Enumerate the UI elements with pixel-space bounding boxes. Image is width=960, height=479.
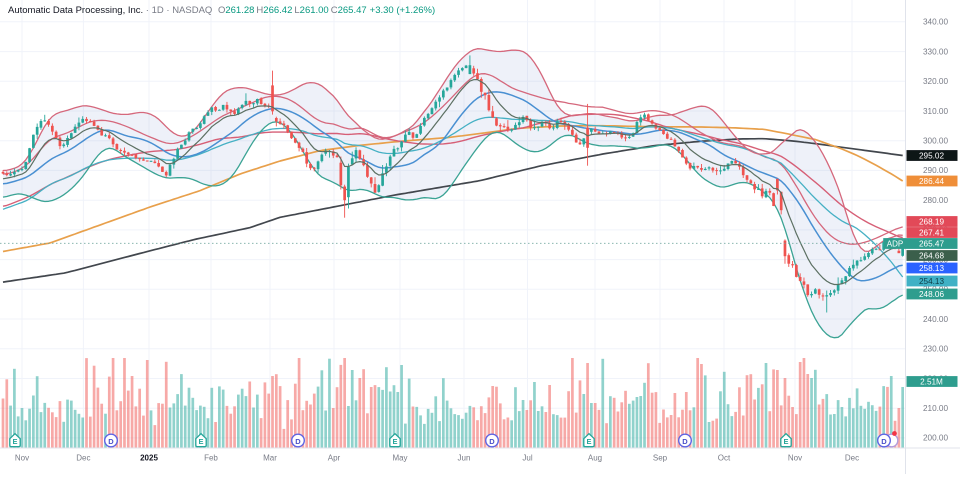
svg-text:ADP: ADP	[887, 239, 903, 248]
svg-text:D: D	[682, 437, 688, 446]
svg-text:Feb: Feb	[204, 454, 218, 463]
svg-text:Aug: Aug	[588, 454, 602, 463]
svg-text:2025: 2025	[140, 454, 158, 463]
svg-text:265.47: 265.47	[919, 239, 944, 248]
svg-text:290.00: 290.00	[923, 166, 948, 175]
svg-text:Nov: Nov	[15, 454, 29, 463]
svg-text:200.00: 200.00	[923, 434, 948, 443]
svg-text:E: E	[783, 437, 788, 446]
svg-text:248.06: 248.06	[919, 290, 944, 299]
svg-text:D: D	[489, 437, 495, 446]
svg-text:Nov: Nov	[788, 454, 802, 463]
svg-text:320.00: 320.00	[923, 77, 948, 86]
svg-text:Mar: Mar	[263, 454, 277, 463]
svg-text:264.68: 264.68	[919, 251, 944, 260]
svg-text:Apr: Apr	[328, 454, 341, 463]
svg-text:2.51M: 2.51M	[920, 377, 943, 386]
svg-text:D: D	[108, 437, 114, 446]
svg-text:Oct: Oct	[718, 454, 731, 463]
svg-text:310.00: 310.00	[923, 107, 948, 116]
svg-text:280.00: 280.00	[923, 196, 948, 205]
svg-text:D: D	[881, 437, 887, 446]
svg-text:230.00: 230.00	[923, 345, 948, 354]
svg-text:286.44: 286.44	[919, 177, 944, 186]
svg-text:295.02: 295.02	[919, 151, 944, 160]
svg-text:May: May	[392, 454, 407, 463]
svg-text:210.00: 210.00	[923, 404, 948, 413]
svg-text:Automatic Data Processing, Inc: Automatic Data Processing, Inc. · 1D · N…	[8, 5, 435, 16]
svg-text:267.41: 267.41	[919, 228, 944, 237]
svg-text:Jul: Jul	[522, 454, 532, 463]
svg-text:330.00: 330.00	[923, 47, 948, 56]
svg-text:D: D	[295, 437, 301, 446]
svg-text:Dec: Dec	[845, 454, 859, 463]
svg-text:Sep: Sep	[653, 454, 668, 463]
svg-text:E: E	[12, 437, 17, 446]
svg-text:258.13: 258.13	[919, 264, 944, 273]
svg-text:E: E	[392, 437, 397, 446]
svg-text:340.00: 340.00	[923, 18, 948, 27]
svg-text:Dec: Dec	[76, 454, 90, 463]
svg-text:268.19: 268.19	[919, 217, 944, 226]
svg-text:E: E	[198, 437, 203, 446]
svg-text:Jun: Jun	[458, 454, 471, 463]
svg-text:300.00: 300.00	[923, 137, 948, 146]
svg-text:E: E	[586, 437, 591, 446]
svg-text:240.00: 240.00	[923, 315, 948, 324]
svg-text:254.13: 254.13	[919, 277, 944, 286]
